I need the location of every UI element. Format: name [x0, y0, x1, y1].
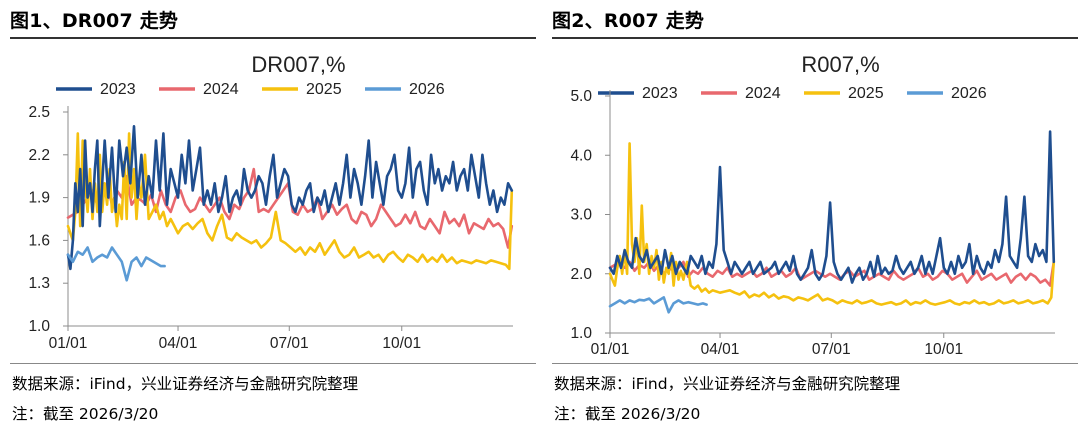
- series-line-2023: [66, 125, 514, 271]
- y-tick-label: 2.0: [570, 266, 592, 283]
- y-tick-label: 3.0: [570, 207, 592, 224]
- y-tick-label: 1.9: [28, 190, 50, 207]
- series-line-2024: [608, 260, 1056, 287]
- x-tick-label: 04/01: [159, 335, 198, 352]
- date-note: 注：截至 2026/3/20: [554, 405, 701, 423]
- x-tick-label: 07/01: [270, 335, 309, 352]
- legend-label-2023: 2023: [642, 85, 678, 102]
- series-line-2026: [608, 296, 708, 314]
- y-tick-label: 1.6: [28, 232, 50, 249]
- legend-label-2025: 2025: [306, 81, 342, 98]
- source-note: 数据来源：iFind，兴业证券经济与金融研究院整理: [554, 375, 901, 393]
- x-tick-label: 04/01: [701, 341, 740, 358]
- y-tick-label: 5.0: [570, 88, 592, 105]
- dr007-line-chart: DR007,% 2023 2024 2025 2026 1.0 1.3 1.6 1.9 2.2 2.…: [28, 52, 514, 352]
- title-rule: [552, 37, 1078, 39]
- series-line-2023: [608, 130, 1056, 284]
- source-rule: [10, 363, 536, 364]
- figure-title: 图1、DR007 走势: [10, 10, 179, 32]
- r007-line-chart: R007,% 2023 2024 2025 2026 1.0 2.0 3.0 4.0 5.0 01/…: [570, 52, 1056, 358]
- x-tick-label: 10/01: [382, 335, 421, 352]
- legend-label-2026: 2026: [951, 85, 987, 102]
- series-line-2026: [66, 246, 166, 282]
- series-line-2025: [608, 142, 1056, 306]
- series-line-2025: [66, 132, 514, 271]
- legend-label-2023: 2023: [100, 81, 136, 98]
- x-tick-label: 01/01: [591, 341, 630, 358]
- figure-title: 图2、R007 走势: [552, 10, 705, 32]
- y-tick-label: 1.0: [570, 325, 592, 342]
- y-tick-label: 2.2: [28, 147, 50, 164]
- source-note: 数据来源：iFind，兴业证券经济与金融研究院整理: [12, 375, 359, 393]
- y-tick-label: 1.0: [28, 318, 50, 335]
- x-tick-label: 01/01: [49, 335, 88, 352]
- chart-panel-r007: 图2、R007 走势 R007,% 2023 2024 2025 2026 1.0 2.0 3…: [552, 0, 1078, 432]
- y-tick-label: 4.0: [570, 147, 592, 164]
- y-tick-label: 2.5: [28, 104, 50, 121]
- title-rule: [10, 37, 536, 39]
- source-rule: [552, 363, 1078, 364]
- chart-panel-dr007: 图1、DR007 走势 DR007,% 2023 2024 2025 2026 1.0 1.…: [10, 0, 536, 432]
- chart-title: DR007,%: [251, 52, 345, 77]
- y-tick-label: 1.3: [28, 275, 50, 292]
- legend-label-2024: 2024: [745, 85, 781, 102]
- chart-title: R007,%: [801, 52, 879, 77]
- x-tick-label: 07/01: [812, 341, 851, 358]
- legend-label-2026: 2026: [409, 81, 445, 98]
- legend-label-2025: 2025: [848, 85, 884, 102]
- x-tick-label: 10/01: [924, 341, 963, 358]
- date-note: 注：截至 2026/3/20: [12, 405, 159, 423]
- legend-label-2024: 2024: [203, 81, 239, 98]
